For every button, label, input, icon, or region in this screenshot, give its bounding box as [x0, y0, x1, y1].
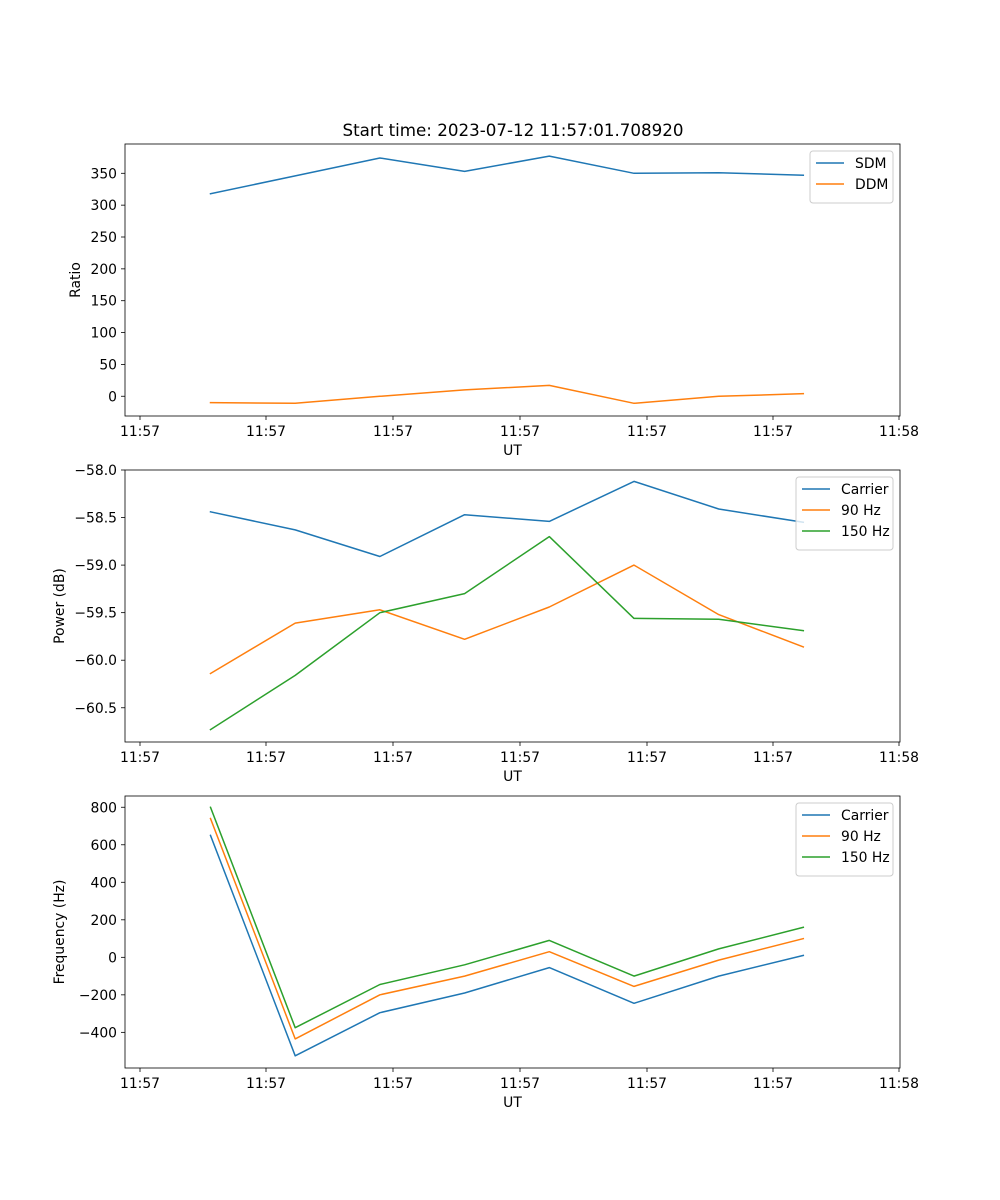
power-y-tick-label: −60.5 [74, 701, 117, 717]
power-legend: Carrier 90 Hz 150 Hz [795, 476, 894, 551]
power-y-tick-label: −58.0 [74, 463, 117, 479]
frequency-axes-frame [124, 795, 901, 1069]
frequency-y-tick-label: 800 [90, 800, 117, 816]
ratio-x-tick-label: 11:57 [373, 424, 413, 440]
ratio-x-tick-label: 11:57 [753, 424, 793, 440]
chart-title: Start time: 2023-07-12 11:57:01.708920 [343, 120, 684, 140]
frequency-y-tick-label: 200 [90, 913, 117, 929]
ratio-x-tick-label: 11:57 [120, 424, 160, 440]
power-x-tick-label: 11:57 [500, 750, 540, 766]
ratio-y-tick-label: 250 [90, 230, 117, 246]
ratio-y-tick-label: 50 [99, 357, 117, 373]
power-legend-label: 90 Hz [841, 503, 881, 519]
power-series-carrier-line [209, 480, 805, 558]
ratio-y-tick-label: 0 [108, 389, 117, 405]
power-x-tick-label: 11:58 [879, 750, 919, 766]
ratio-y-tick-label: 300 [90, 198, 117, 214]
frequency-y-tick-label: −200 [79, 988, 117, 1004]
power-x-axis-label: UT [503, 769, 522, 785]
power-legend-label: 150 Hz [841, 524, 890, 540]
power-x-tick-label: 11:57 [627, 750, 667, 766]
ratio-x-tick-label: 11:57 [246, 424, 286, 440]
ratio-legend-box [809, 150, 894, 204]
power-series-90-hz-line [209, 564, 805, 675]
power-x-tick-label: 11:57 [753, 750, 793, 766]
ratio-series-ddm-line [209, 384, 805, 405]
frequency-panel: 11:57 11:57 11:57 11:57 11:57 11:57 11:58 −400 −… [52, 795, 919, 1111]
frequency-series-150-hz-line [209, 806, 805, 1029]
ratio-x-tick-label: 11:57 [500, 424, 540, 440]
frequency-x-tick-label: 11:57 [246, 1076, 286, 1092]
frequency-x-tick-label: 11:57 [753, 1076, 793, 1092]
frequency-legend: Carrier 90 Hz 150 Hz [795, 802, 894, 877]
power-y-tick-label: −59.5 [74, 606, 117, 622]
ratio-legend-label: DDM [855, 177, 888, 193]
ratio-y-tick-label: 150 [90, 294, 117, 310]
frequency-series-90-hz-line [209, 817, 805, 1040]
power-x-tick-label: 11:57 [120, 750, 160, 766]
frequency-x-tick-label: 11:58 [879, 1076, 919, 1092]
frequency-y-tick-label: 0 [108, 950, 117, 966]
frequency-series-carrier-line [209, 834, 805, 1057]
ratio-panel: 11:57 11:57 11:57 11:57 11:57 11:57 11:58 0 50 10… [68, 143, 919, 459]
power-x-tick-label: 11:57 [246, 750, 286, 766]
frequency-y-axis-label: Frequency (Hz) [52, 880, 68, 985]
frequency-legend-label: Carrier [841, 808, 889, 824]
frequency-y-tick-label: 600 [90, 838, 117, 854]
ratio-x-tick-label: 11:58 [879, 424, 919, 440]
panels: 11:57 11:57 11:57 11:57 11:57 11:57 11:58 0 50 10… [52, 143, 919, 1111]
frequency-legend-label: 150 Hz [841, 850, 890, 866]
ratio-y-axis-label: Ratio [68, 262, 84, 298]
power-y-tick-label: −58.5 [74, 511, 117, 527]
frequency-x-tick-label: 11:57 [120, 1076, 160, 1092]
ratio-x-tick-label: 11:57 [627, 424, 667, 440]
frequency-legend-label: 90 Hz [841, 829, 881, 845]
power-x-tick-label: 11:57 [373, 750, 413, 766]
frequency-x-tick-label: 11:57 [500, 1076, 540, 1092]
frequency-x-tick-label: 11:57 [373, 1076, 413, 1092]
power-y-tick-label: −59.0 [74, 558, 117, 574]
power-legend-label: Carrier [841, 482, 889, 498]
frequency-x-axis-label: UT [503, 1095, 522, 1111]
frequency-x-tick-label: 11:57 [627, 1076, 667, 1092]
ratio-y-tick-label: 200 [90, 262, 117, 278]
ratio-legend: SDM DDM [809, 150, 894, 204]
power-y-axis-label: Power (dB) [52, 568, 68, 644]
ratio-series-sdm-line [209, 155, 805, 195]
ratio-y-tick-label: 100 [90, 326, 117, 342]
power-series-150-hz-line [209, 535, 805, 731]
power-panel: 11:57 11:57 11:57 11:57 11:57 11:57 11:58 −60.5… [52, 463, 919, 785]
power-y-tick-label: −60.0 [74, 653, 117, 669]
ratio-x-axis-label: UT [503, 443, 522, 459]
ratio-legend-label: SDM [855, 156, 887, 172]
frequency-y-tick-label: −400 [79, 1025, 117, 1041]
ratio-y-tick-label: 350 [90, 166, 117, 182]
frequency-y-tick-label: 400 [90, 875, 117, 891]
ratio-axes-frame [124, 143, 901, 417]
power-axes-frame [124, 469, 901, 743]
